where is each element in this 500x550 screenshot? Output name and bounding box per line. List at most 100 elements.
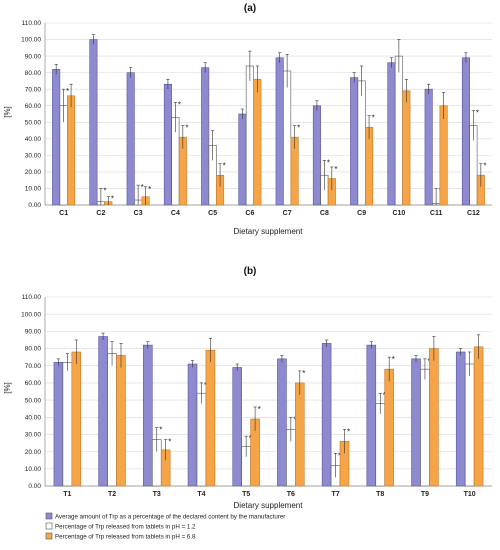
- panel-b-ytick-label: 30.00: [25, 432, 42, 439]
- panel-a-ytick-label: 40.00: [25, 136, 42, 143]
- panel-b-significance-mark-T9-s2: *: [427, 357, 430, 366]
- panel-a-significance-mark-C1-s2: *: [66, 87, 69, 96]
- panel-b-significance-mark-T5-s2: *: [249, 434, 252, 443]
- panel-a-ytick-label: 20.00: [25, 169, 42, 176]
- panel-a-ytick-label: 60.00: [25, 103, 42, 110]
- panel-a-significance-mark-C4-s2: *: [178, 100, 181, 109]
- panel-b-bar-T9-s2: [420, 368, 430, 487]
- panel-b-significance-mark-T5-s3: *: [258, 405, 261, 414]
- panel-a-bar-C1-s1: [52, 69, 61, 206]
- panel-b-xtick-label-T4: T4: [197, 491, 205, 498]
- panel-b-significance-mark-T4-s2: *: [204, 381, 207, 390]
- panel-a-xtick-label-C4: C4: [171, 210, 180, 217]
- panel-b-significance-mark-T8-s2: *: [383, 391, 386, 400]
- panel-b-bar-T5-s1: [232, 367, 242, 487]
- panel-b-significance-mark-T6-s3: *: [302, 369, 305, 378]
- panel-a-ylabel: [%]: [3, 106, 12, 118]
- legend: Average amount of Trp as a percentage of…: [45, 512, 285, 541]
- panel-a-bar-C8-s1: [312, 105, 321, 206]
- panel-b-ytick-label: 70.00: [25, 363, 42, 370]
- panel-a-ytick-label: 30.00: [25, 153, 42, 160]
- panel-a-significance-mark-C8-s3: *: [334, 165, 337, 174]
- panel-a-xtick-label-C11: C11: [430, 210, 443, 217]
- panel-a-ytick-label: 80.00: [25, 70, 42, 77]
- panel-b-xtick-label-T10: T10: [464, 491, 476, 498]
- legend-swatch-3: [45, 532, 53, 540]
- panel-a-significance-mark-C2-s2: *: [103, 186, 106, 195]
- legend-label-1: Average amount of Trp as a percentage of…: [55, 514, 285, 521]
- panel-b-ytick-label: 40.00: [25, 414, 42, 421]
- panel-b-ytick-label: 50.00: [25, 397, 42, 404]
- panel-a-bar-C9-s2: [357, 80, 366, 206]
- panel-b-title: (b): [244, 266, 257, 277]
- panel-a-xtick-label-C2: C2: [96, 210, 105, 217]
- panel-b-bar-T2-s3: [116, 355, 126, 487]
- panel-a-ytick-label: 70.00: [25, 86, 42, 93]
- panel-a-bar-C9-s3: [365, 126, 374, 206]
- panel-b-xtick-label-T6: T6: [287, 491, 295, 498]
- panel-b-bar-T6-s3: [295, 382, 305, 487]
- panel-a-bar-C6-s1: [238, 113, 247, 206]
- panel-b-xtick-label-T5: T5: [242, 491, 250, 498]
- panel-a-bar-C1-s3: [67, 95, 76, 206]
- panel-a-bar-C12-s1: [461, 57, 470, 206]
- panel-b-bar-T4-s3: [205, 349, 216, 487]
- panel-a-ytick-label: 90.00: [25, 53, 42, 60]
- panel-a-xtick-label-C8: C8: [320, 210, 329, 217]
- panel-b-significance-mark-T7-s3: *: [347, 427, 350, 436]
- panel-a-ytick-label: 110.00: [22, 20, 42, 27]
- panel-b-bar-T1-s1: [53, 361, 64, 487]
- panel-a-bar-C6-s2: [245, 65, 254, 206]
- panel-a-ytick-label: 0.00: [28, 202, 41, 209]
- panel-a-plot: 0.00 10.00 20.00 30.00 40.00 50.00 60.00 70.00 8…: [21, 20, 492, 217]
- panel-a-ytick-label: 10.00: [25, 186, 42, 193]
- panel-b-ytick-label: 100.00: [21, 311, 41, 318]
- panel-a-significance-mark-C8-s2: *: [327, 158, 330, 167]
- panel-a-bar-C7-s2: [283, 70, 292, 206]
- panel-b-ytick-label: 90.00: [25, 329, 42, 336]
- panel-a-significance-mark-C9-s3: *: [372, 114, 375, 123]
- panel-b-ytick-label: 60.00: [25, 380, 42, 387]
- panel-b-bar-T10-s3: [473, 346, 484, 487]
- panel-b-bar-T7-s1: [321, 343, 332, 487]
- panel-b-bar-T8-s1: [366, 344, 377, 487]
- panel-b-xtick-label-T2: T2: [108, 491, 116, 498]
- panel-b-bar-T6-s1: [277, 358, 287, 487]
- panel-b-ylabel: [%]: [3, 382, 12, 394]
- panel-b-xlabel: Dietary supplement: [234, 501, 304, 510]
- panel-a-bar-C9-s1: [350, 77, 359, 206]
- panel-a-bar-C4-s1: [163, 83, 172, 206]
- panel-a-significance-mark-C2-s3: *: [111, 195, 114, 204]
- legend-label-2: Percentage of Trp released from tablets …: [55, 524, 196, 531]
- panel-b-bar-T2-s2: [107, 353, 117, 487]
- panel-b-xtick-label-T8: T8: [376, 491, 384, 498]
- panel-a-bar-C6-s3: [253, 78, 262, 206]
- panel-a-significance-mark-C3-s2: *: [141, 183, 144, 192]
- panel-a-significance-mark-C4-s3: *: [185, 124, 188, 133]
- panel-b-ytick-label: 110.00: [22, 294, 42, 301]
- panel-a-significance-mark-C12-s3: *: [483, 162, 486, 171]
- panel-b-bar-T9-s1: [411, 358, 421, 487]
- panel-b-bar-T4-s2: [196, 392, 207, 487]
- panel-b-bar-T8-s2: [375, 403, 386, 487]
- panel-b-significance-mark-T7-s2: *: [338, 451, 341, 460]
- panel-a-bar-C11-s3: [439, 105, 448, 206]
- panel-a-bar-C5-s1: [201, 67, 210, 206]
- panel-b-bar-T1-s3: [71, 351, 82, 487]
- legend-swatch-2: [45, 522, 53, 530]
- panel-b-significance-mark-T8-s3: *: [392, 355, 395, 364]
- panel-a-ytick-label: 100.00: [21, 37, 41, 44]
- panel-a-bar-C2-s1: [89, 39, 98, 206]
- legend-swatch-1: [45, 512, 53, 520]
- panel-a-bar-C11-s1: [424, 88, 433, 206]
- panel-b-bar-T10-s1: [455, 351, 466, 487]
- panel-a-significance-mark-C5-s3: *: [223, 162, 226, 171]
- panel-b-ytick-label: 10.00: [25, 466, 42, 473]
- panel-a-significance-mark-C3-s3: *: [148, 185, 151, 194]
- panel-a-title: (a): [244, 3, 256, 14]
- panel-b-ytick-label: 20.00: [25, 449, 42, 456]
- panel-a-bar-C10-s2: [394, 55, 403, 206]
- panel-a-bar-C10-s1: [387, 62, 396, 206]
- panel-b-xtick-label-T7: T7: [331, 491, 339, 498]
